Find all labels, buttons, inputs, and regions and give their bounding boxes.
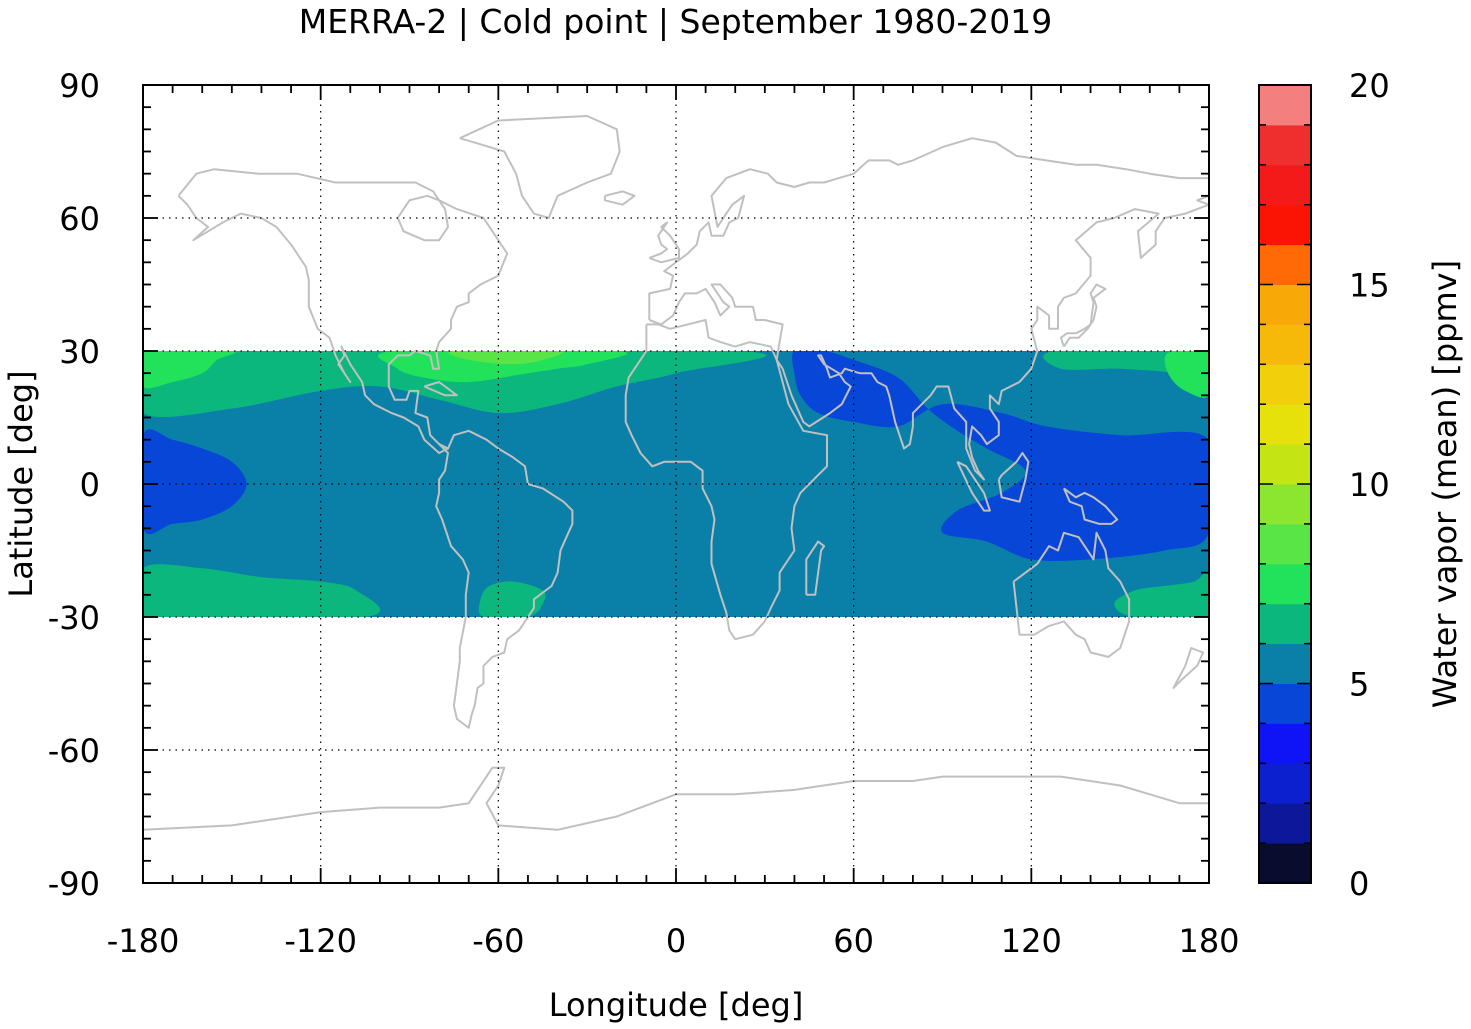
colorbar-swatch <box>1259 124 1311 166</box>
colorbar-swatch <box>1259 85 1311 126</box>
heat-region-6 <box>143 429 247 535</box>
colorbar-swatch <box>1259 284 1311 325</box>
heat-regions <box>143 351 1209 617</box>
x-tick-label: -60 <box>472 922 524 960</box>
colorbar-tick-labels: 0 5 10 15 20 <box>1349 67 1390 903</box>
colorbar-swatch <box>1259 204 1311 246</box>
x-tick-labels: -180 -120 -60 0 60 120 180 <box>107 922 1240 960</box>
coastline-15 <box>603 190 636 206</box>
colorbar-swatch <box>1259 643 1311 684</box>
axis-ticks <box>142 84 1210 884</box>
x-axis-label: Longitude [deg] <box>549 986 804 1024</box>
y-axis-label: Latitude [deg] <box>2 370 40 597</box>
y-tick-label: -90 <box>48 865 100 903</box>
colorbar-swatch <box>1259 763 1311 804</box>
colorbar-tick-label: 5 <box>1349 666 1369 704</box>
coastline-14 <box>423 381 458 397</box>
coastline-7 <box>648 221 680 264</box>
colorbar-swatch <box>1259 364 1311 405</box>
x-tick-label: 120 <box>1001 922 1062 960</box>
coastline-9 <box>805 540 826 596</box>
coastlines-overlay <box>143 115 1209 831</box>
x-tick-label: 0 <box>666 922 686 960</box>
colorbar-swatch <box>1259 484 1311 525</box>
colorbar-swatch <box>1259 683 1311 724</box>
coastline-8 <box>1059 283 1107 348</box>
coastline-6 <box>143 766 1209 831</box>
colorbar-swatch <box>1259 324 1311 365</box>
colorbar <box>1258 84 1312 884</box>
colorbar-tick-label: 10 <box>1349 466 1390 504</box>
heat-region-5 <box>1164 351 1209 398</box>
colorbar-swatch <box>1259 244 1311 285</box>
y-tick-label: 30 <box>59 333 100 371</box>
heat-region-1 <box>143 351 236 389</box>
y-tick-label: 0 <box>80 466 100 504</box>
colorbar-swatch <box>1259 164 1311 206</box>
colorbar-swatch <box>1259 523 1311 565</box>
coastline-11 <box>997 452 1030 503</box>
colorbar-tick-label: 15 <box>1349 267 1390 305</box>
heat-region-8 <box>143 564 381 617</box>
coastline-0 <box>177 168 509 454</box>
y-tick-label: -30 <box>48 599 100 637</box>
coastline-5 <box>1012 531 1131 658</box>
heat-region-2 <box>378 351 627 383</box>
x-tick-label: 180 <box>1178 922 1239 960</box>
y-tick-label: -60 <box>48 732 100 770</box>
coastline-3 <box>624 319 828 641</box>
colorbar-swatch <box>1259 563 1311 605</box>
x-tick-label: -180 <box>107 922 180 960</box>
heat-region-10 <box>1114 571 1209 617</box>
colorbar-swatch <box>1259 803 1311 844</box>
heat-region-3 <box>448 351 563 365</box>
colorbar-tick-label: 20 <box>1349 67 1390 105</box>
coastline-2 <box>459 115 621 219</box>
colorbar-swatch <box>1259 444 1311 485</box>
y-tick-labels: -90 -60 -30 0 30 60 90 <box>48 67 100 903</box>
colorbar-swatch <box>1259 723 1311 764</box>
y-tick-label: 60 <box>59 200 100 238</box>
heat-region-9 <box>478 581 546 617</box>
coastline-13 <box>1172 647 1205 689</box>
coastline-12 <box>1062 487 1119 525</box>
x-tick-label: -120 <box>284 922 357 960</box>
grid-lines <box>143 85 1209 883</box>
heatmap-layer <box>143 351 1209 617</box>
colorbar-swatch <box>1259 843 1311 884</box>
x-tick-label: 60 <box>833 922 874 960</box>
chart-title: MERRA-2 | Cold point | September 1980-20… <box>298 2 1053 41</box>
colorbar-tick-label: 0 <box>1349 865 1369 903</box>
colorbar-swatch <box>1259 404 1311 445</box>
y-tick-label: 90 <box>59 67 100 105</box>
heat-region-0 <box>143 351 767 418</box>
heat-region-7 <box>792 351 1209 562</box>
coastline-4 <box>648 137 1209 481</box>
colorbar-label: Water vapor (mean) [ppmv] <box>1426 260 1464 708</box>
colorbar-swatch <box>1259 603 1311 645</box>
coastline-1 <box>435 429 574 729</box>
coastline-10 <box>956 460 991 512</box>
